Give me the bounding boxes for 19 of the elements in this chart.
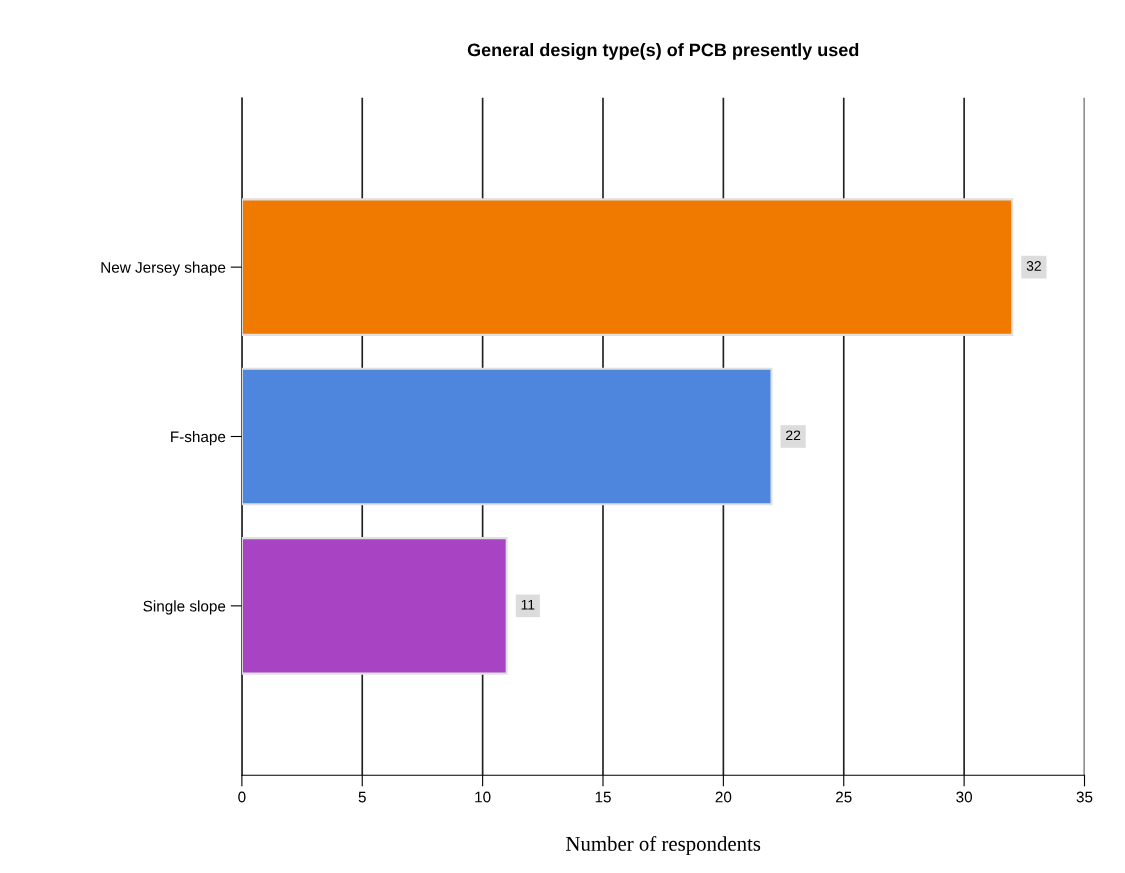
- x-tick-label: 20: [715, 791, 732, 803]
- y-tick-label: F-shape: [171, 430, 226, 446]
- y-tick-label: New Jersey shape: [101, 261, 226, 276]
- x-tick-label: 30: [956, 791, 973, 803]
- bar: [241, 198, 1014, 336]
- data-label: 32: [1026, 261, 1041, 271]
- bar: [241, 537, 508, 675]
- x-tick-label: 35: [1076, 791, 1093, 803]
- y-tick-label: Single slope: [143, 600, 226, 615]
- bar: [241, 367, 773, 506]
- chart-title: General design type(s) of PCB presently used: [467, 43, 859, 60]
- x-axis-title: Number of respondents: [566, 835, 761, 856]
- x-tick-label: 0: [238, 791, 246, 803]
- x-tick-label: 5: [358, 791, 366, 803]
- x-tick-label: 25: [836, 791, 852, 803]
- data-label: 11: [521, 599, 535, 610]
- data-label: 22: [786, 430, 801, 441]
- x-tick-label: 15: [595, 791, 611, 803]
- x-tick-label: 10: [475, 791, 491, 803]
